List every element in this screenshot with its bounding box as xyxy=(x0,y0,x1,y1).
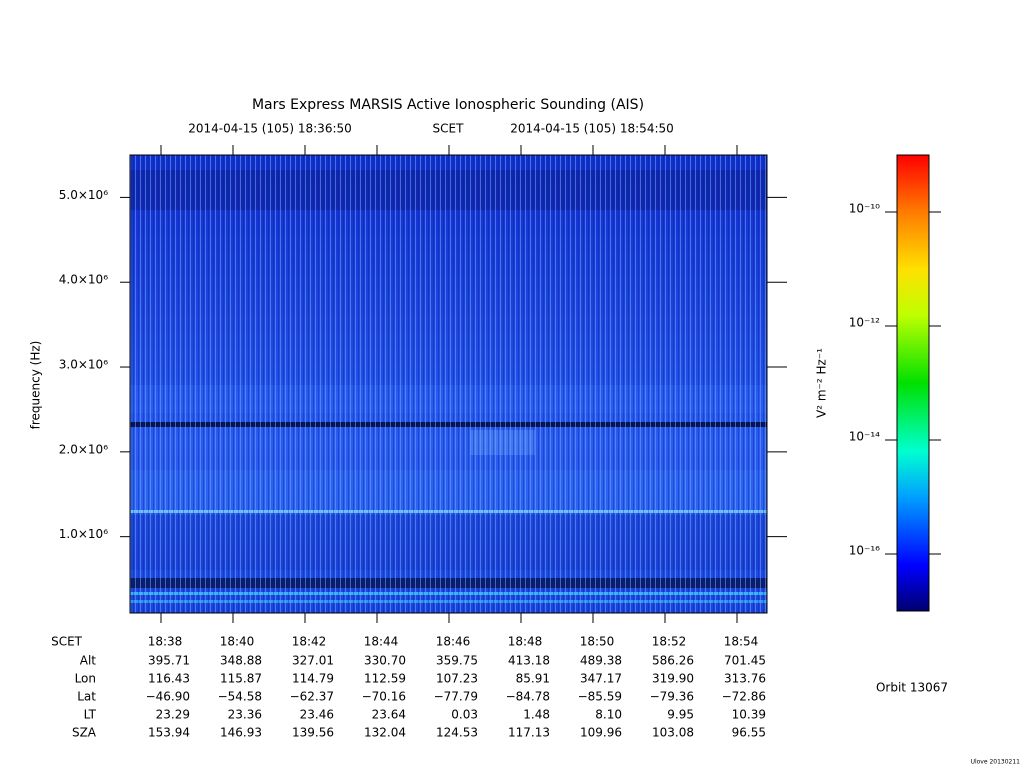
ephemeris-value: 348.88 xyxy=(220,654,262,668)
ephemeris-row-label: Lat xyxy=(77,690,96,704)
x-tick-label: 18:42 xyxy=(292,635,327,649)
ephemeris-value: −62.37 xyxy=(290,690,334,704)
ephemeris-row-label: LT xyxy=(84,708,97,722)
x-tick-label: 18:48 xyxy=(508,635,543,649)
ephemeris-value: 489.38 xyxy=(580,654,622,668)
chart-title: Mars Express MARSIS Active Ionospheric S… xyxy=(252,97,644,113)
ephemeris-value: −84.78 xyxy=(506,690,550,704)
ephemeris-time-label: SCET xyxy=(51,635,83,649)
y-tick-label: 4.0×10⁶ xyxy=(59,273,108,287)
ephemeris-value: 347.17 xyxy=(580,672,622,686)
x-tick-label: 18:46 xyxy=(436,635,471,649)
ephemeris-value: 107.23 xyxy=(436,672,478,686)
ephemeris-value: −79.36 xyxy=(650,690,694,704)
x-tick-label: 18:54 xyxy=(724,635,759,649)
x-tick-label: 18:40 xyxy=(220,635,255,649)
colorbar-tick-label: 10⁻¹⁶ xyxy=(849,544,880,558)
ephemeris-row-label: Alt xyxy=(80,654,97,668)
ephemeris-value: 124.53 xyxy=(436,726,478,740)
orbit-label: Orbit 13067 xyxy=(876,681,948,695)
spectrogram-image xyxy=(129,154,768,614)
ephemeris-value: 10.39 xyxy=(732,708,766,722)
ephemeris-row-label: SZA xyxy=(72,726,97,740)
ephemeris-value: 701.45 xyxy=(724,654,766,668)
ephemeris-value: 23.64 xyxy=(372,708,406,722)
ephemeris-value: 313.76 xyxy=(724,672,766,686)
x-tick-label: 18:44 xyxy=(364,635,399,649)
colorbar-tick-label: 10⁻¹⁰ xyxy=(849,202,880,216)
y-tick-label: 1.0×10⁶ xyxy=(59,527,108,541)
ephemeris-value: 359.75 xyxy=(436,654,478,668)
colorbar xyxy=(896,154,930,612)
x-tick-label: 18:50 xyxy=(580,635,615,649)
ephemeris-value: 117.13 xyxy=(508,726,550,740)
colorbar-label: V² m⁻² Hz⁻¹ xyxy=(815,348,829,418)
y-tick-label: 2.0×10⁶ xyxy=(59,442,108,456)
ephemeris-value: 23.36 xyxy=(228,708,262,722)
ephemeris-value: −85.59 xyxy=(578,690,622,704)
ephemeris-value: −70.16 xyxy=(362,690,406,704)
x-tick-label: 18:52 xyxy=(652,635,687,649)
ephemeris-value: 103.08 xyxy=(652,726,694,740)
ephemeris-value: 112.59 xyxy=(364,672,406,686)
ephemeris-value: 146.93 xyxy=(220,726,262,740)
ephemeris-value: 23.29 xyxy=(156,708,190,722)
ephemeris-value: 330.70 xyxy=(364,654,406,668)
colorbar-tick-label: 10⁻¹⁴ xyxy=(849,430,880,444)
ephemeris-value: 96.55 xyxy=(732,726,766,740)
ephemeris-value: 395.71 xyxy=(148,654,190,668)
ephemeris-value: 153.94 xyxy=(148,726,190,740)
ephemeris-value: 23.46 xyxy=(300,708,334,722)
ephemeris-value: 139.56 xyxy=(292,726,334,740)
ephemeris-value: 9.95 xyxy=(667,708,694,722)
ephemeris-value: −77.79 xyxy=(434,690,478,704)
ephemeris-value: −46.90 xyxy=(146,690,190,704)
ephemeris-value: 8.10 xyxy=(595,708,622,722)
y-tick-label: 5.0×10⁶ xyxy=(59,188,108,202)
ephemeris-value: 327.01 xyxy=(292,654,334,668)
ephemeris-value: −54.58 xyxy=(218,690,262,704)
ephemeris-value: 0.03 xyxy=(451,708,478,722)
subtitle-start: 2014-04-15 (105) 18:36:50 xyxy=(188,122,352,136)
ephemeris-value: 115.87 xyxy=(220,672,262,686)
ephemeris-value: 85.91 xyxy=(516,672,550,686)
ephemeris-value: −72.86 xyxy=(722,690,766,704)
y-tick-label: 3.0×10⁶ xyxy=(59,358,108,372)
ephemeris-value: 132.04 xyxy=(364,726,406,740)
colorbar-tick-label: 10⁻¹² xyxy=(849,316,880,330)
ephemeris-value: 319.90 xyxy=(652,672,694,686)
ephemeris-value: 109.96 xyxy=(580,726,622,740)
subtitle-end: 2014-04-15 (105) 18:54:50 xyxy=(510,122,674,136)
footer: Ulove 20130211 xyxy=(971,759,1021,766)
ephemeris-value: 1.48 xyxy=(523,708,550,722)
subtitle-center: SCET xyxy=(433,122,465,136)
ephemeris-value: 114.79 xyxy=(292,672,334,686)
ephemeris-row-label: Lon xyxy=(75,672,96,686)
ephemeris-value: 413.18 xyxy=(508,654,550,668)
ephemeris-value: 586.26 xyxy=(652,654,694,668)
y-axis-label: frequency (Hz) xyxy=(29,341,43,430)
x-tick-label: 18:38 xyxy=(148,635,183,649)
ephemeris-value: 116.43 xyxy=(148,672,190,686)
